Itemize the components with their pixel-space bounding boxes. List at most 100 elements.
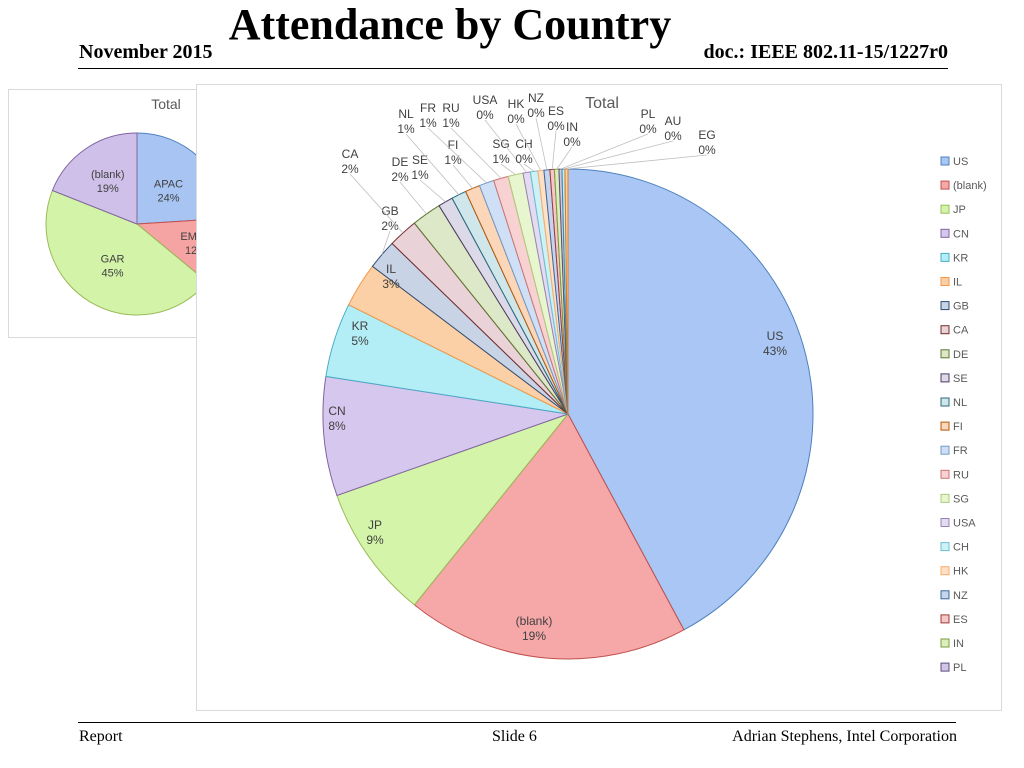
slice-value-label: 0%: [639, 122, 657, 136]
slice-value-label: 19%: [522, 629, 546, 643]
legend-label-ru: RU: [953, 469, 969, 481]
slice-value-label: 0%: [664, 129, 682, 143]
slice-value-label: 24%: [157, 192, 179, 204]
legend-label-jp: JP: [953, 204, 966, 216]
legend-label-ch: CH: [953, 542, 969, 554]
legend-swatch-us: [940, 156, 950, 166]
leader-line: [535, 117, 548, 170]
header-doc-id: doc.: IEEE 802.11-15/1227r0: [703, 41, 948, 63]
slice-category-label: CA: [342, 147, 359, 161]
slice-value-label: 45%: [102, 267, 124, 279]
legend-swatch-fr: [940, 445, 950, 455]
slide-title: Attendance by Country: [228, 0, 672, 49]
legend-label-fi: FI: [953, 421, 963, 433]
slice-category-label: USA: [473, 93, 498, 107]
pie-slice-jp: [336, 412, 570, 606]
footer-slide-number: Slide 6: [492, 728, 537, 745]
leader-line: [556, 146, 573, 170]
slice-category-label: SG: [492, 137, 509, 151]
leader-line: [551, 130, 557, 170]
slice-value-label: 5%: [351, 334, 369, 348]
legend-swatch-nz: [940, 590, 950, 600]
slice-category-label: GAR: [101, 253, 125, 265]
legend-swatch-sg: [940, 493, 950, 503]
legend-swatch-in: [940, 638, 950, 648]
slice-category-label: (blank): [516, 614, 553, 628]
slice-value-label: 0%: [563, 135, 581, 149]
slice-category-label: US: [767, 329, 784, 343]
slice-category-label: AU: [665, 114, 682, 128]
slice-category-label: RU: [442, 101, 459, 115]
pie-slice-blank: [413, 413, 685, 660]
pie-slice-blank: [51, 132, 138, 225]
legend-swatch-se: [940, 373, 950, 383]
leader-line: [452, 164, 473, 189]
slice-value-label: 0%: [515, 152, 533, 166]
slice-value-label: 43%: [763, 344, 787, 358]
legend-swatch-jp: [940, 204, 950, 214]
legend-label-fr: FR: [953, 445, 968, 457]
legend-swatch-hk: [940, 566, 950, 576]
slice-value-label: 1%: [397, 122, 415, 136]
legend-label-cn: CN: [953, 228, 969, 240]
slice-value-label: 0%: [527, 106, 545, 120]
pie-title: Total: [585, 95, 619, 112]
slice-category-label: NL: [398, 107, 414, 121]
slice-category-label: ES: [548, 104, 564, 118]
slice-value-label: 1%: [444, 153, 462, 167]
slice-category-label: EG: [698, 128, 715, 142]
leader-line: [450, 127, 502, 179]
leader-line: [515, 123, 542, 171]
slice-value-label: 2%: [381, 219, 399, 233]
leader-line: [399, 181, 427, 215]
footer-rule: [78, 722, 956, 723]
legend-label-nz: NZ: [953, 590, 968, 602]
leader-line: [500, 163, 516, 175]
legend-label-usa: USA: [953, 518, 976, 530]
leader-line: [563, 140, 674, 170]
slice-value-label: 19%: [97, 183, 119, 195]
legend-label-hk: HK: [953, 566, 969, 578]
slice-category-label: GB: [381, 204, 398, 218]
pie-slice-gar: [45, 189, 208, 316]
leader-line: [523, 163, 535, 172]
slice-value-label: 1%: [492, 152, 510, 166]
slice-value-label: 1%: [419, 116, 437, 130]
slice-category-label: IL: [386, 262, 396, 276]
slice-value-label: 1%: [442, 116, 460, 130]
leader-line: [484, 119, 528, 173]
leader-line: [566, 154, 708, 170]
legend-swatch-ch: [940, 542, 950, 552]
slice-category-label: IN: [566, 120, 578, 134]
slice-category-label: CN: [328, 404, 345, 418]
slice-category-label: FR: [420, 101, 436, 115]
slice-category-label: FI: [448, 138, 459, 152]
legend-label-gb: GB: [953, 301, 969, 313]
slice-category-label: KR: [352, 319, 369, 333]
slice-value-label: 1%: [411, 168, 429, 182]
legend-label-ca: CA: [953, 325, 969, 337]
country-pie-svg: TotalUS43%(blank)19%JP9%CN8%KR5%IL3%GB2%…: [322, 91, 987, 674]
legend-swatch-de: [940, 349, 950, 359]
slice-category-label: JP: [368, 518, 382, 532]
leader-line: [427, 127, 487, 184]
slice-category-label: NZ: [528, 91, 544, 105]
legend-label-us: US: [953, 156, 968, 168]
slice-category-label: PL: [641, 107, 656, 121]
slice-category-label: DE: [392, 155, 409, 169]
legend-swatch-kr: [940, 252, 950, 262]
slice-value-label: 0%: [507, 112, 525, 126]
slice-value-label: 9%: [366, 533, 384, 547]
legend-swatch-fi: [940, 421, 950, 431]
legend-label-es: ES: [953, 614, 968, 626]
leader-line: [405, 133, 460, 195]
legend-swatch-es: [940, 614, 950, 624]
slice-category-label: (blank): [91, 169, 125, 181]
country-pie-chart: Total US 43% (blank) 19% JP 9% CN 8% KR 5% IL 3% GB 2%…: [196, 84, 1002, 711]
slice-value-label: 2%: [391, 170, 409, 184]
legend-swatch-nl: [940, 397, 950, 407]
slice-value-label: 3%: [382, 277, 400, 291]
legend-label-de: DE: [953, 349, 968, 361]
pie-title: Total: [151, 96, 181, 112]
leader-line: [419, 179, 446, 203]
